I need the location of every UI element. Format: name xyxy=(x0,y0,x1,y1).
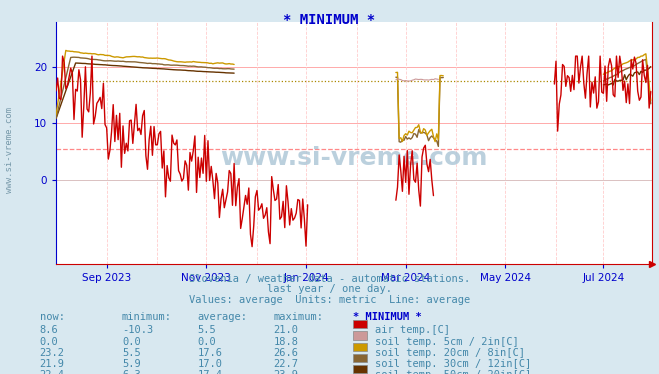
Text: * MINIMUM *: * MINIMUM * xyxy=(283,13,376,27)
Text: average:: average: xyxy=(198,312,248,322)
Text: 22.4: 22.4 xyxy=(40,370,65,374)
Text: Slovenia / weather data - automatic stations.: Slovenia / weather data - automatic stat… xyxy=(189,274,470,284)
Text: 17.0: 17.0 xyxy=(198,359,223,369)
Text: air temp.[C]: air temp.[C] xyxy=(375,325,450,335)
Text: minimum:: minimum: xyxy=(122,312,172,322)
Text: 26.6: 26.6 xyxy=(273,348,299,358)
Text: 21.0: 21.0 xyxy=(273,325,299,335)
Text: 22.7: 22.7 xyxy=(273,359,299,369)
Text: 5.5: 5.5 xyxy=(198,325,216,335)
Text: 18.8: 18.8 xyxy=(273,337,299,347)
Text: -10.3: -10.3 xyxy=(122,325,153,335)
Text: 8.6: 8.6 xyxy=(40,325,58,335)
Text: Values: average  Units: metric  Line: average: Values: average Units: metric Line: aver… xyxy=(189,295,470,305)
Text: last year / one day.: last year / one day. xyxy=(267,284,392,294)
Text: now:: now: xyxy=(40,312,65,322)
Text: maximum:: maximum: xyxy=(273,312,324,322)
Text: 17.4: 17.4 xyxy=(198,370,223,374)
Text: www.si-vreme.com: www.si-vreme.com xyxy=(221,145,488,169)
Text: soil temp. 5cm / 2in[C]: soil temp. 5cm / 2in[C] xyxy=(375,337,519,347)
Text: 23.9: 23.9 xyxy=(273,370,299,374)
Text: 17.6: 17.6 xyxy=(198,348,223,358)
Text: 5.5: 5.5 xyxy=(122,348,140,358)
Text: 6.3: 6.3 xyxy=(122,370,140,374)
Text: 0.0: 0.0 xyxy=(122,337,140,347)
Text: www.si-vreme.com: www.si-vreme.com xyxy=(5,107,14,193)
Text: 23.2: 23.2 xyxy=(40,348,65,358)
Text: 21.9: 21.9 xyxy=(40,359,65,369)
Text: soil temp. 20cm / 8in[C]: soil temp. 20cm / 8in[C] xyxy=(375,348,525,358)
Text: soil temp. 50cm / 20in[C]: soil temp. 50cm / 20in[C] xyxy=(375,370,531,374)
Text: soil temp. 30cm / 12in[C]: soil temp. 30cm / 12in[C] xyxy=(375,359,531,369)
Text: * MINIMUM *: * MINIMUM * xyxy=(353,312,421,322)
Text: 5.9: 5.9 xyxy=(122,359,140,369)
Text: 0.0: 0.0 xyxy=(40,337,58,347)
Text: 0.0: 0.0 xyxy=(198,337,216,347)
